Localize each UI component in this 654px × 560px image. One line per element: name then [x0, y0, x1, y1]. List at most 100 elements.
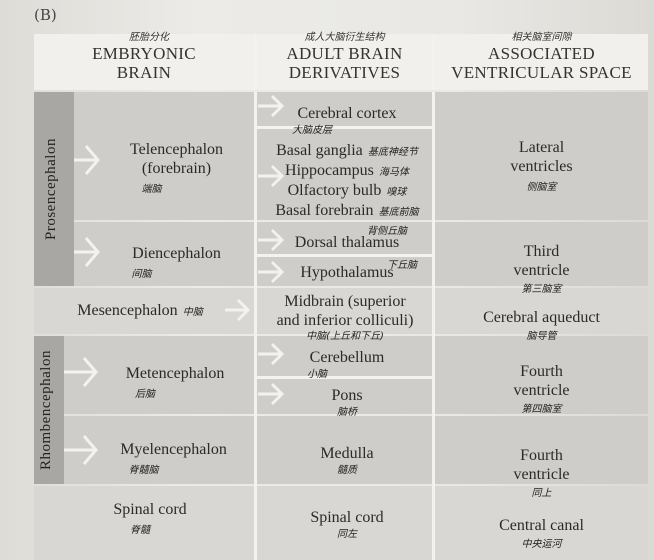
embryonic-handnote: 脊髓脑 — [128, 465, 159, 476]
header-title-line: ASSOCIATED — [488, 44, 595, 63]
column-divider — [432, 92, 435, 560]
embryonic-handnote: 脊髓 — [130, 525, 150, 536]
space-text: Fourth — [520, 363, 563, 380]
embryonic-name: Diencephalon — [132, 245, 221, 262]
derivative-cerebral-cortex: Cerebral cortex 大脑皮层 — [262, 104, 432, 136]
space-lateral-ventricles: Lateral ventricles 侧脑室 — [435, 138, 648, 193]
derivative-list-telencephalon: Basal ganglia 基底神经节 Hippocampus 海马体 Olfa… — [262, 140, 432, 220]
derivative-handnote: 背侧丘脑 — [367, 226, 407, 237]
embryonic-name: Metencephalon — [125, 365, 225, 382]
embryonic-handnote: 间脑 — [131, 269, 152, 280]
cell-diencephalon: Diencephalon 间脑 — [104, 244, 249, 280]
column-divider — [254, 92, 257, 560]
derivative-handnote: 下丘脑 — [387, 260, 417, 271]
header-handnote: 胚胎分化 — [129, 32, 169, 43]
header-title-line: BRAIN — [116, 63, 172, 82]
embryonic-name: Mesencephalon — [77, 302, 178, 319]
derivative-handnote: 海马体 — [378, 167, 409, 178]
header-ventricular: 相关脑室间隙 ASSOCIATED VENTRICULAR SPACE — [435, 32, 648, 90]
space-cerebral-aqueduct: Cerebral aqueduct 脑导管 — [435, 308, 648, 342]
space-text: Central canal — [499, 517, 584, 534]
sub-row-divider — [257, 376, 432, 379]
header-handnote: 成人大脑衍生结构 — [304, 32, 385, 43]
embryonic-name: Myelencephalon — [120, 441, 227, 458]
header-title-line: EMBRYONIC — [92, 44, 196, 63]
embryonic-handnote: 端脑 — [141, 184, 162, 195]
header-divider — [254, 34, 257, 90]
derivative-handnote: 基底神经节 — [367, 147, 418, 158]
derivative-handnote: 中脑(上丘和下丘) — [306, 331, 384, 342]
space-text: ventricle — [513, 466, 570, 483]
derivative-text: and inferior colliculi) — [276, 312, 414, 329]
embryonic-handnote: 中脑 — [182, 307, 203, 318]
space-handnote: 第三脑室 — [521, 284, 562, 295]
derivative-hypothalamus: Hypothalamus 下丘脑 — [262, 260, 432, 281]
derivative-text: Midbrain (superior — [284, 293, 406, 310]
derivative-text: Hypothalamus — [300, 264, 394, 281]
header-title-line: DERIVATIVES — [288, 63, 401, 82]
space-fourth-ventricle-met: Fourth ventricle 第四脑室 — [435, 362, 648, 415]
embryonic-name: Telencephalon — [129, 141, 224, 158]
header-divider — [432, 34, 435, 90]
row-band-metencephalon — [34, 336, 648, 414]
panel-label: (B) — [34, 6, 57, 24]
embryonic-name: (forebrain) — [141, 160, 212, 177]
space-text: Fourth — [520, 447, 563, 464]
derivative-text: Cerebellum — [309, 349, 385, 366]
row-band-mesencephalon — [34, 288, 648, 334]
row-band-telencephalon — [34, 92, 648, 220]
sidebar-prosencephalon — [34, 92, 74, 286]
derivative-text: Olfactory bulb — [287, 182, 382, 199]
space-third-ventricle: Third ventricle 第三脑室 — [435, 242, 648, 295]
derivative-handnote: 大脑皮层 — [292, 125, 332, 136]
derivative-handnote: 同左 — [337, 529, 357, 540]
header-embryonic: 胚胎分化 EMBRYONIC BRAIN — [34, 32, 254, 90]
space-handnote: 同上 — [531, 488, 552, 499]
header-title-line: ADULT BRAIN — [286, 44, 403, 63]
space-text: ventricles — [510, 158, 573, 175]
derivative-text: Pons — [331, 387, 363, 404]
space-handnote: 侧脑室 — [526, 182, 557, 193]
space-handnote: 第四脑室 — [521, 404, 562, 415]
space-text: ventricle — [513, 382, 570, 399]
space-handnote: 脑导管 — [526, 331, 557, 342]
derivative-midbrain: Midbrain (superior and inferior collicul… — [255, 292, 435, 342]
derivative-text: Dorsal thalamus — [294, 234, 400, 251]
space-central-canal: Central canal 中央运河 — [435, 516, 648, 550]
derivative-text: Medulla — [320, 445, 374, 462]
cell-myelencephalon: Myelencephalon 脊髓脑 — [96, 440, 251, 476]
space-handnote: 中央运河 — [521, 539, 562, 550]
derivative-handnote: 脑桥 — [337, 407, 357, 418]
row-band-myelencephalon — [34, 416, 648, 484]
derivative-spinal-cord: Spinal cord 同左 — [262, 508, 432, 540]
header-handnote: 相关脑室间隙 — [511, 32, 572, 43]
space-text: Third — [523, 243, 560, 260]
derivative-pons: Pons 脑桥 — [262, 386, 432, 418]
embryonic-handnote: 后脑 — [135, 389, 155, 400]
derivative-handnote: 髓质 — [337, 465, 357, 476]
sidebar-rhombencephalon — [34, 336, 64, 484]
derivative-text: Basal forebrain — [275, 202, 374, 219]
sub-row-divider — [257, 126, 432, 129]
space-text: Cerebral aqueduct — [483, 309, 600, 326]
derivative-handnote: 小脑 — [307, 369, 327, 380]
cell-mesencephalon: Mesencephalon 中脑 — [40, 300, 240, 320]
derivative-dorsal-thalamus: Dorsal thalamus 背侧丘脑 — [262, 226, 432, 251]
derivative-cerebellum: Cerebellum 小脑 — [262, 348, 432, 380]
derivative-handnote: 基底前脑 — [378, 207, 419, 218]
cell-metencephalon: Metencephalon 后脑 — [100, 364, 250, 400]
derivative-text: Cerebral cortex — [297, 105, 397, 122]
space-fourth-ventricle-myel: Fourth ventricle 同上 — [435, 446, 648, 499]
header-title-line: VENTRICULAR SPACE — [451, 63, 632, 82]
row-band-spinal — [34, 486, 648, 560]
space-text: Lateral — [518, 139, 565, 156]
table-header — [34, 34, 648, 90]
derivative-text: Hippocampus — [285, 162, 374, 179]
derivative-handnote: 嗅球 — [386, 187, 407, 198]
derivative-text: Basal ganglia — [276, 142, 363, 159]
sub-row-divider — [257, 254, 432, 257]
derivative-medulla: Medulla 髓质 — [262, 444, 432, 476]
embryonic-name: Spinal cord — [113, 501, 187, 518]
